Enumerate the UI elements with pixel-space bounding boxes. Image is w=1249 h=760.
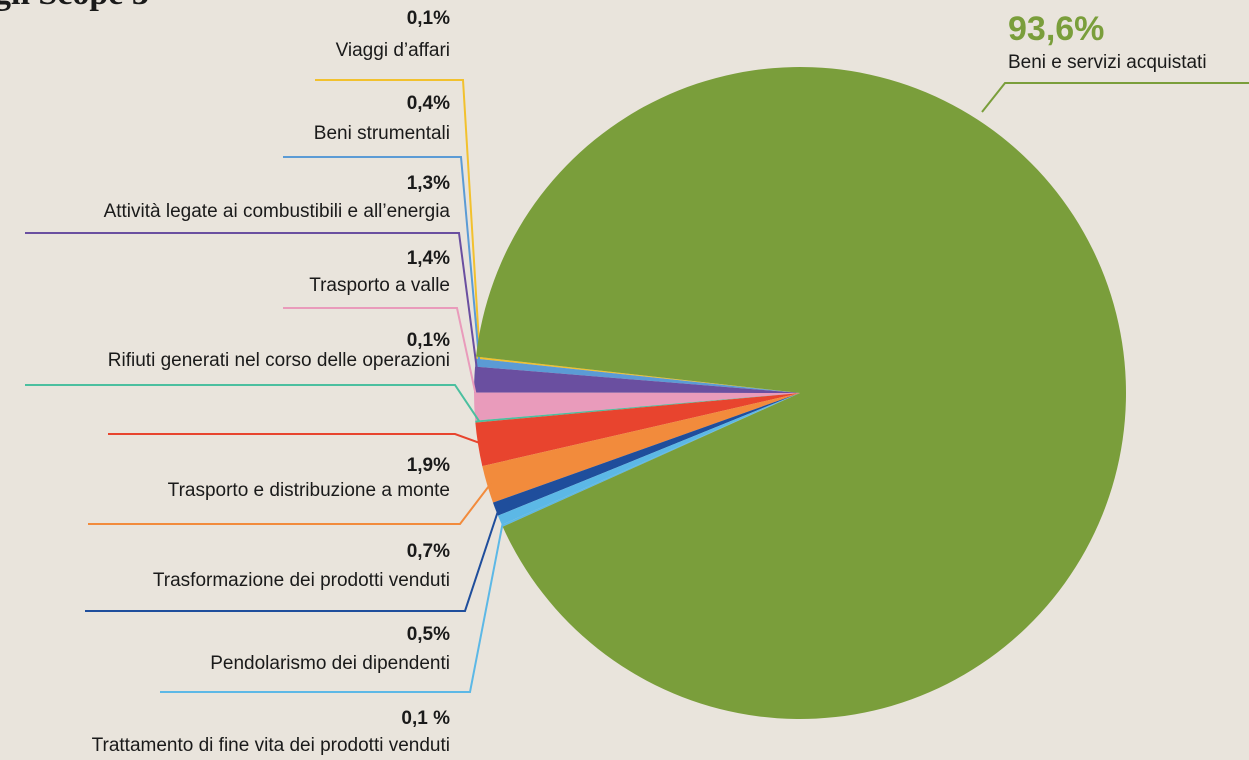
slice-label: Trasformazione dei prodotti venduti [153,570,450,591]
value-label: 0,4% [407,93,450,114]
value-label: 0,1% [407,330,450,351]
value-label: 93,6% [1008,10,1104,48]
value-label: 1,4% [407,248,450,269]
slice-label: Trasporto a valle [309,275,450,296]
slice-label: Beni e servizi acquistati [1008,52,1207,73]
page: gli Scope 3 0,1% Viaggi d’affari 0,4% Beni … [0,0,1249,760]
value-label: 0,1 % [401,708,450,729]
slice-label: Rifiuti generati nel corso delle operazi… [108,350,450,371]
value-label: 1,3% [407,173,450,194]
value-label: 1,9% [407,455,450,476]
value-label: 0,5% [407,624,450,645]
chart: gli Scope 3 0,1% Viaggi d’affari 0,4% Beni … [0,0,1249,760]
slice-label: Trasporto e distribuzione a monte [168,480,450,501]
slice-label: Attività legate ai combustibili e all’en… [104,201,451,222]
slice-label: Beni strumentali [314,123,450,144]
slice-label: Viaggi d’affari [336,40,450,61]
chart-title: gli Scope 3 [0,0,149,12]
slice-label: Trattamento di fine vita dei prodotti ve… [92,735,450,756]
value-label: 0,7% [407,541,450,562]
value-label: 0,1% [407,8,450,29]
slice-label: Pendolarismo dei dipendenti [210,653,450,674]
